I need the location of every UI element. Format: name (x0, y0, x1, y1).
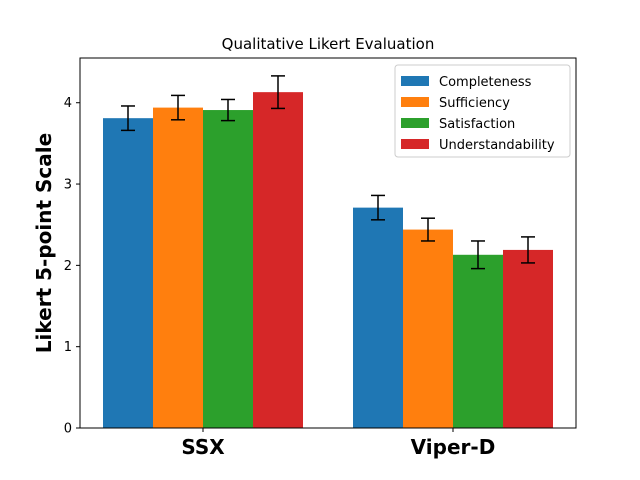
bar-sufficiency-ssx (153, 107, 203, 428)
x-category-label: SSX (181, 435, 225, 459)
y-tick-label: 2 (64, 259, 72, 274)
legend: Completeness Sufficiency Satisfaction Under… (394, 64, 571, 158)
legend-swatch-satisfaction (401, 118, 429, 128)
legend-swatch-understandability (401, 139, 429, 149)
y-tick-label: 1 (64, 340, 72, 355)
legend-swatch-completeness (401, 76, 429, 86)
bar-understandability-viper-d (503, 249, 553, 428)
y-tick-label: 4 (64, 96, 72, 111)
legend-box (394, 64, 571, 158)
legend-label-understandability: Understandability (439, 138, 555, 153)
bars-group (103, 92, 553, 429)
bar-completeness-viper-d (353, 207, 403, 428)
x-axis: SSX Viper-D (181, 428, 495, 459)
bar-satisfaction-ssx (203, 110, 253, 429)
error-bars-group (121, 75, 535, 270)
legend-swatch-sufficiency (401, 97, 429, 107)
x-category-label: Viper-D (411, 435, 496, 459)
legend-label-completeness: Completeness (439, 75, 532, 90)
y-axis: 0 1 2 3 4 (64, 96, 80, 437)
y-axis-label: Likert 5-point Scale (32, 133, 56, 353)
legend-label-satisfaction: Satisfaction (439, 117, 515, 132)
y-tick-label: 0 (64, 422, 72, 437)
y-tick-label: 3 (64, 178, 72, 193)
bar-understandability-ssx (253, 92, 303, 429)
bar-sufficiency-viper-d (403, 229, 453, 428)
chart-title: Qualitative Likert Evaluation (222, 35, 435, 53)
legend-label-sufficiency: Sufficiency (439, 96, 510, 111)
bar-satisfaction-viper-d (453, 254, 503, 428)
plot-frame (79, 57, 577, 429)
bar-completeness-ssx (103, 118, 153, 428)
